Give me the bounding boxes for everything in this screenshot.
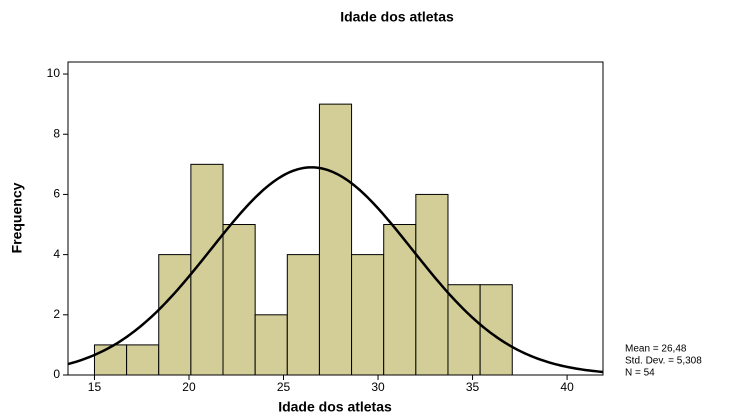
- stat-n: N = 54: [625, 368, 655, 379]
- bar: [158, 254, 192, 376]
- chart-title: Idade dos atletas: [340, 9, 454, 25]
- y-tick-label: 4: [53, 247, 60, 261]
- x-tick-label: 20: [182, 380, 196, 394]
- y-tick-label: 8: [53, 126, 60, 140]
- bar: [222, 224, 256, 376]
- bar: [286, 254, 320, 376]
- y-tick-label: 10: [47, 66, 61, 80]
- bar: [93, 344, 128, 376]
- x-axis-label: Idade dos atletas: [278, 399, 392, 415]
- bar: [254, 314, 288, 376]
- stat-sd: Std. Dev. = 5,308: [625, 356, 702, 367]
- x-tick-label: 35: [466, 380, 480, 394]
- x-tick-label: 15: [88, 380, 102, 394]
- bar: [318, 103, 353, 376]
- bar: [351, 254, 385, 376]
- bar: [126, 344, 160, 376]
- y-tick-label: 2: [53, 307, 60, 321]
- y-axis-label: Frequency: [9, 182, 25, 253]
- stat-mean: Mean = 26,48: [625, 344, 687, 355]
- bar: [415, 193, 449, 376]
- x-tick-label: 40: [560, 380, 574, 394]
- bar: [383, 224, 417, 376]
- x-tick-label: 30: [371, 380, 385, 394]
- bar: [190, 163, 224, 376]
- normal-curve: [67, 166, 604, 374]
- x-tick-label: 25: [277, 380, 291, 394]
- y-tick-label: 6: [53, 187, 60, 201]
- y-tick-label: 0: [53, 367, 60, 381]
